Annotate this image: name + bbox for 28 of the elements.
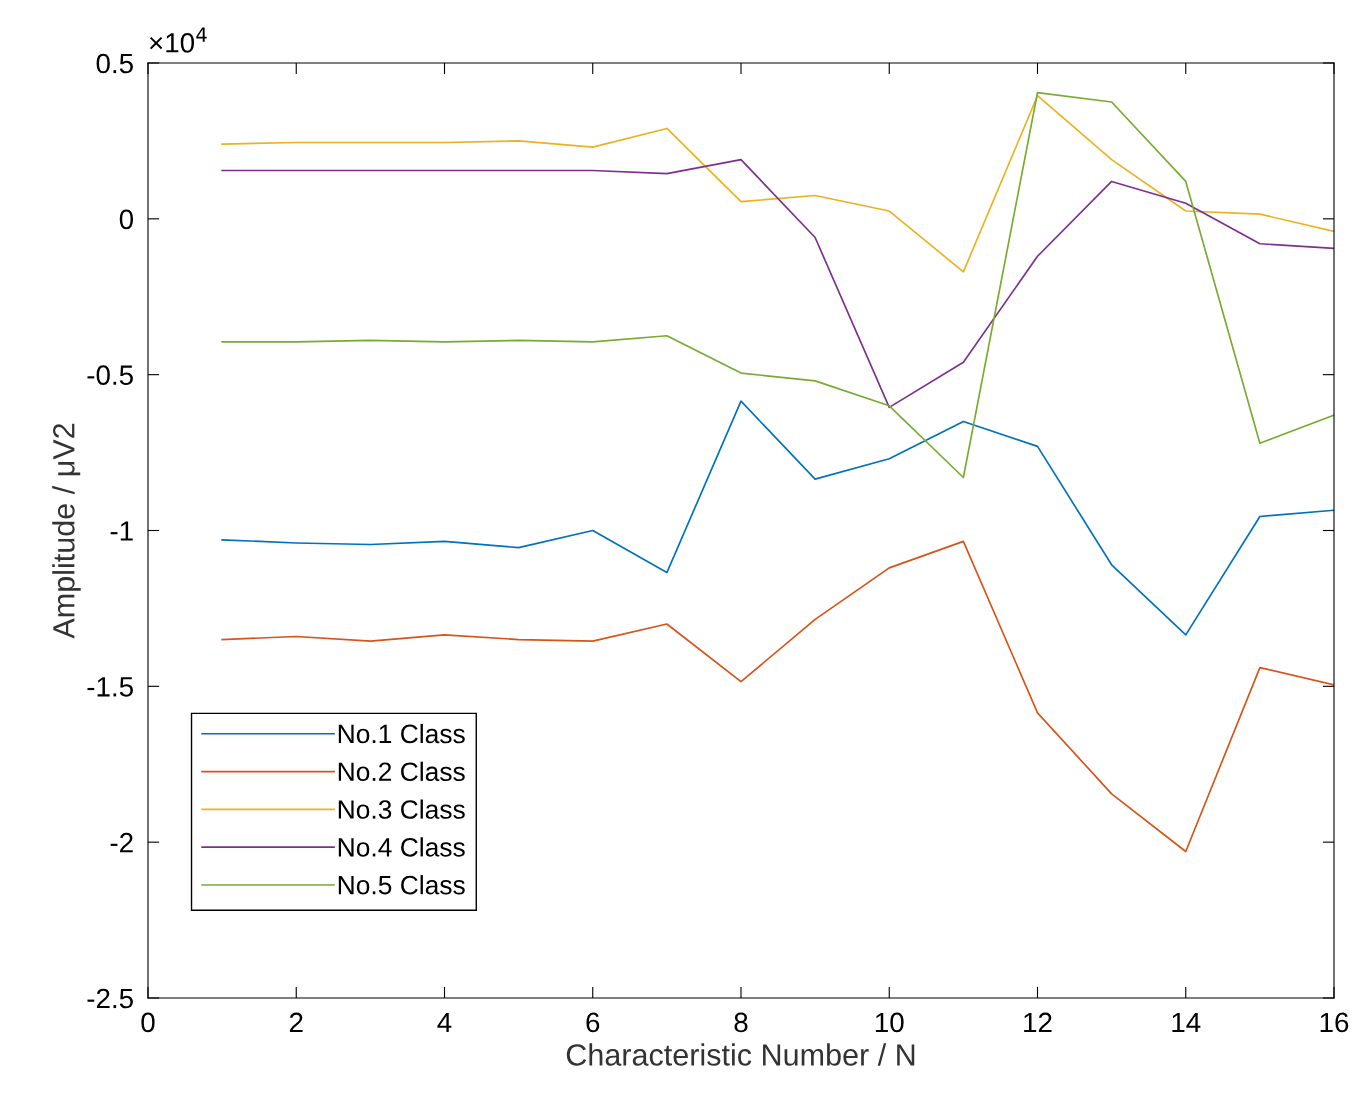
line-series xyxy=(221,158,1334,409)
line-series xyxy=(221,91,1334,479)
y-tick-label: 0 xyxy=(119,209,134,230)
x-tick-label: 10 xyxy=(875,1012,904,1033)
x-tick-label: 2 xyxy=(289,1012,303,1033)
x-axis-title: Characteristic Number / N xyxy=(566,1043,915,1066)
x-tick-label: 16 xyxy=(1320,1012,1349,1033)
legend-label: No.4 Class xyxy=(338,837,465,857)
y-tick-label: -2.5 xyxy=(87,988,133,1009)
y-tick-label: -0.5 xyxy=(87,365,133,386)
legend-label: No.1 Class xyxy=(338,723,465,744)
y-tick-label: -2 xyxy=(110,832,133,853)
legend-label: No.2 Class xyxy=(338,761,465,782)
x-tick-label: 12 xyxy=(1024,1012,1052,1033)
x-tick-label: 4 xyxy=(437,1012,452,1033)
legend-label: No.5 Class xyxy=(338,875,465,895)
x-tick-label: 14 xyxy=(1172,1012,1201,1033)
y-tick-label: -1 xyxy=(110,521,133,541)
y-axis-title: Amplitude / μV2 xyxy=(52,423,81,639)
x-tick-label: 0 xyxy=(141,1012,155,1033)
y-tick-label: -1.5 xyxy=(87,677,133,697)
y-tick-label: 0.5 xyxy=(96,53,133,74)
legend-label: No.3 Class xyxy=(338,799,465,819)
text: ×10$^{4}$ xyxy=(149,27,207,53)
x-tick-label: 8 xyxy=(734,1012,748,1033)
x-tick-label: 6 xyxy=(586,1012,600,1033)
line-series xyxy=(221,400,1334,636)
line-series xyxy=(221,94,1334,273)
